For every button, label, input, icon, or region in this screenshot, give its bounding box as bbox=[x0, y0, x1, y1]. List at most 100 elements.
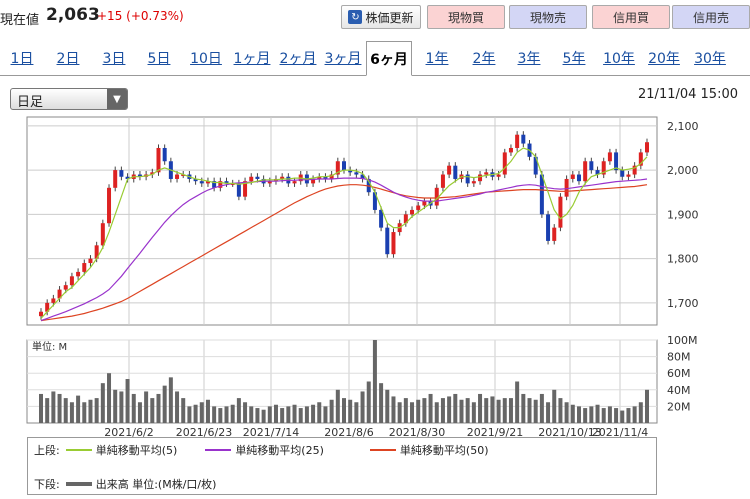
legend-ma5: 単純移動平均(5) bbox=[95, 444, 178, 457]
cash-sell-button[interactable]: 現物売 bbox=[509, 5, 587, 29]
tab-2[interactable]: 3日 bbox=[94, 41, 134, 74]
candle-body bbox=[230, 183, 235, 185]
y-tick-label: 1,800 bbox=[667, 253, 699, 266]
volume-bar bbox=[212, 406, 217, 423]
volume-bar bbox=[428, 393, 433, 423]
tab-3[interactable]: 5日 bbox=[140, 41, 178, 74]
y-tick-label: 2,000 bbox=[667, 164, 699, 177]
tab-4[interactable]: 10日 bbox=[185, 41, 227, 74]
candle-body bbox=[236, 183, 241, 197]
candle-body bbox=[69, 276, 74, 286]
legend-lower-label: 下段: bbox=[34, 478, 60, 491]
tab-6[interactable]: 2ヶ月 bbox=[277, 41, 319, 74]
candle-body bbox=[620, 170, 625, 177]
ma50-line-swatch bbox=[369, 449, 396, 451]
tab-12[interactable]: 5年 bbox=[555, 41, 593, 74]
volume-bar bbox=[193, 404, 198, 423]
volume-bar bbox=[199, 402, 204, 423]
legend-upper-label: 上段: bbox=[34, 444, 60, 457]
volume-bar bbox=[471, 402, 476, 423]
candle-body bbox=[137, 174, 142, 177]
ma25-line bbox=[40, 177, 648, 322]
volume-bar bbox=[478, 393, 483, 423]
tab-label: 1日 bbox=[10, 50, 34, 67]
volume-bar bbox=[490, 396, 495, 423]
volume-bar bbox=[453, 393, 458, 423]
candle-body bbox=[391, 232, 396, 255]
tab-15[interactable]: 30年 bbox=[690, 41, 730, 74]
volume-bar bbox=[76, 395, 81, 423]
volume-bar bbox=[82, 402, 87, 423]
volume-bar bbox=[94, 398, 99, 423]
candle-body bbox=[100, 223, 105, 246]
chart-type-select[interactable]: 日足 ▼ bbox=[10, 88, 128, 110]
tab-label: 1ヶ月 bbox=[233, 50, 271, 67]
volume-bar bbox=[539, 393, 544, 423]
ma5-line bbox=[40, 147, 648, 319]
volume-bar bbox=[521, 393, 526, 423]
chart-type-value: 日足 bbox=[17, 95, 44, 110]
volume-bar bbox=[230, 404, 235, 423]
tab-8[interactable]: 6ヶ月 bbox=[366, 41, 412, 76]
candle-body bbox=[193, 178, 198, 182]
volume-bar bbox=[496, 399, 501, 423]
volume-bar bbox=[502, 398, 507, 423]
candle-body bbox=[329, 174, 334, 179]
tab-label: 2日 bbox=[56, 50, 80, 67]
refresh-price-button[interactable]: ↻ 株価更新 bbox=[341, 5, 421, 29]
volume-bar bbox=[119, 391, 124, 423]
volume-bar bbox=[459, 399, 464, 423]
volume-tick-label: 60M bbox=[667, 367, 691, 380]
tab-5[interactable]: 1ヶ月 bbox=[230, 41, 274, 74]
margin-sell-button[interactable]: 信用売 bbox=[672, 5, 750, 29]
volume-bar bbox=[63, 398, 68, 423]
tab-1[interactable]: 2日 bbox=[48, 41, 88, 74]
candle-body bbox=[434, 187, 439, 206]
margin-buy-button[interactable]: 信用買 bbox=[592, 5, 670, 29]
volume-bar bbox=[150, 398, 155, 423]
volume-bar bbox=[576, 406, 581, 423]
tab-7[interactable]: 3ヶ月 bbox=[322, 41, 364, 74]
tab-10[interactable]: 2年 bbox=[465, 41, 503, 74]
header-bar: 現在値 2,063 +15 (+0.73%) ↻ 株価更新 現物買 現物売 信用買… bbox=[0, 0, 750, 34]
volume-bar bbox=[280, 408, 285, 423]
cash-buy-button[interactable]: 現物買 bbox=[427, 5, 505, 29]
volume-bar bbox=[224, 406, 229, 423]
volume-bar bbox=[273, 404, 278, 423]
candle-body bbox=[218, 181, 223, 188]
candle-body bbox=[502, 152, 507, 175]
tab-0[interactable]: 1日 bbox=[4, 41, 40, 74]
tab-label: 5年 bbox=[562, 50, 586, 67]
volume-bar bbox=[236, 398, 241, 423]
tab-label: 3日 bbox=[102, 50, 126, 67]
volume-bar bbox=[51, 391, 56, 423]
tab-11[interactable]: 3年 bbox=[510, 41, 548, 74]
candle-body bbox=[119, 170, 124, 177]
candle-body bbox=[626, 174, 631, 177]
candle-body bbox=[107, 187, 112, 224]
volume-bar bbox=[304, 406, 309, 423]
ma5-line-swatch bbox=[65, 449, 92, 451]
volume-bar bbox=[601, 408, 606, 423]
candle-body bbox=[379, 209, 384, 228]
ma50-line bbox=[40, 184, 648, 322]
volume-bar bbox=[447, 396, 452, 423]
tab-13[interactable]: 10年 bbox=[599, 41, 639, 74]
volume-bar bbox=[589, 406, 594, 423]
volume-bar bbox=[39, 393, 43, 423]
volume-bar bbox=[218, 408, 223, 423]
volume-bar bbox=[558, 398, 563, 423]
volume-bar bbox=[57, 393, 62, 423]
volume-bar bbox=[552, 389, 557, 423]
candle-body bbox=[255, 176, 260, 179]
x-tick-label: 2021/7/14 bbox=[243, 426, 299, 439]
volume-bar bbox=[298, 408, 303, 423]
tab-14[interactable]: 20年 bbox=[645, 41, 683, 74]
volume-bar bbox=[113, 389, 118, 423]
tab-9[interactable]: 1年 bbox=[419, 41, 455, 74]
tab-label: 3ヶ月 bbox=[324, 50, 362, 67]
x-tick-label: 2021/8/30 bbox=[389, 426, 445, 439]
volume-bar bbox=[372, 340, 377, 423]
volume-bar bbox=[570, 404, 575, 423]
volume-bar bbox=[626, 408, 631, 423]
